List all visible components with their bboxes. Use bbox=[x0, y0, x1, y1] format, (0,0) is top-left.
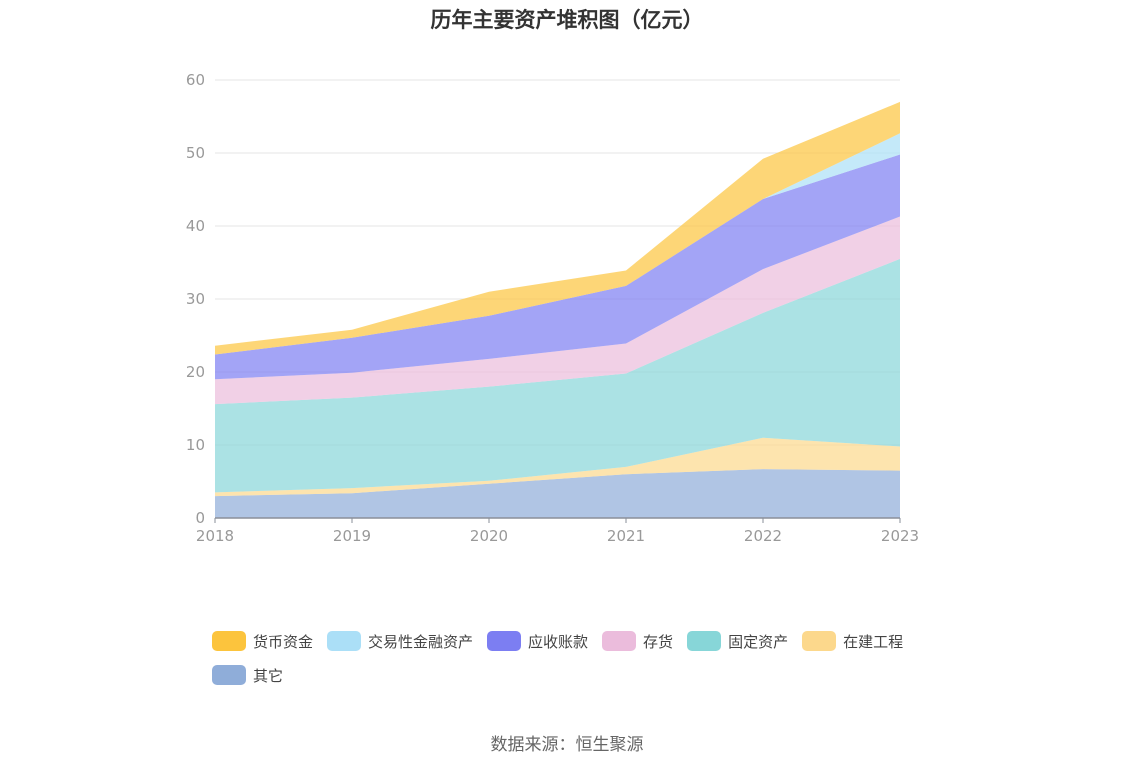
legend-item[interactable]: 应收账款 bbox=[487, 630, 588, 652]
legend-swatch bbox=[802, 631, 837, 651]
y-tick-label: 40 bbox=[186, 217, 205, 235]
y-tick-label: 60 bbox=[186, 71, 205, 89]
area-series-存货[interactable] bbox=[215, 216, 900, 405]
legend-label: 货币资金 bbox=[253, 632, 314, 651]
legend-label: 固定资产 bbox=[728, 632, 789, 651]
legend-swatch bbox=[487, 631, 522, 651]
legend-swatch bbox=[212, 665, 246, 685]
legend-label: 其它 bbox=[253, 666, 284, 685]
chart-title: 历年主要资产堆积图（亿元） bbox=[430, 8, 704, 32]
legend-item[interactable]: 交易性金融资产 bbox=[327, 630, 473, 652]
data-source: 数据来源：恒生聚源 bbox=[490, 735, 644, 755]
y-tick-label: 50 bbox=[186, 144, 205, 162]
x-tick-label: 2021 bbox=[607, 527, 645, 545]
legend-label: 在建工程 bbox=[843, 632, 904, 651]
x-tick-label: 2022 bbox=[744, 527, 782, 545]
area-series-其它[interactable] bbox=[215, 469, 900, 518]
x-tick-label: 2020 bbox=[470, 527, 508, 545]
legend-swatch bbox=[602, 631, 637, 651]
y-tick-label: 0 bbox=[195, 509, 205, 527]
legend-item[interactable]: 在建工程 bbox=[802, 630, 903, 652]
legend-item[interactable]: 货币资金 bbox=[212, 630, 313, 652]
legend-item[interactable]: 其它 bbox=[212, 664, 283, 686]
legend-label: 存货 bbox=[643, 632, 674, 651]
y-tick-label: 20 bbox=[186, 363, 205, 381]
y-tick-label: 10 bbox=[186, 436, 205, 454]
legend-swatch bbox=[327, 631, 362, 651]
x-tick-label: 2019 bbox=[333, 527, 371, 545]
area-series-在建工程[interactable] bbox=[215, 437, 900, 497]
area-series-应收账款[interactable] bbox=[215, 154, 900, 380]
area-series-固定资产[interactable] bbox=[215, 258, 900, 493]
legend-label: 应收账款 bbox=[528, 632, 589, 651]
area-series-layer bbox=[215, 101, 900, 518]
stacked-area-chart: 0 10 20 30 40 50 60 2018 2019 2020 2021 2022 2023 bbox=[186, 71, 919, 545]
y-tick-label: 30 bbox=[186, 290, 205, 308]
legend-item[interactable]: 存货 bbox=[602, 630, 673, 652]
legend-swatch bbox=[687, 631, 722, 651]
x-tick-label: 2018 bbox=[196, 527, 234, 545]
x-tick-label: 2023 bbox=[881, 527, 919, 545]
axes: 0 10 20 30 40 50 60 2018 2019 2020 2021 2022 2023 bbox=[186, 71, 919, 545]
legend: 货币资金 交易性金融资产 应收账款 存货 固定资产 在建工程其它 bbox=[212, 630, 952, 698]
legend-label: 交易性金融资产 bbox=[368, 632, 474, 651]
legend-item[interactable]: 固定资产 bbox=[687, 630, 788, 652]
legend-swatch bbox=[212, 631, 246, 651]
